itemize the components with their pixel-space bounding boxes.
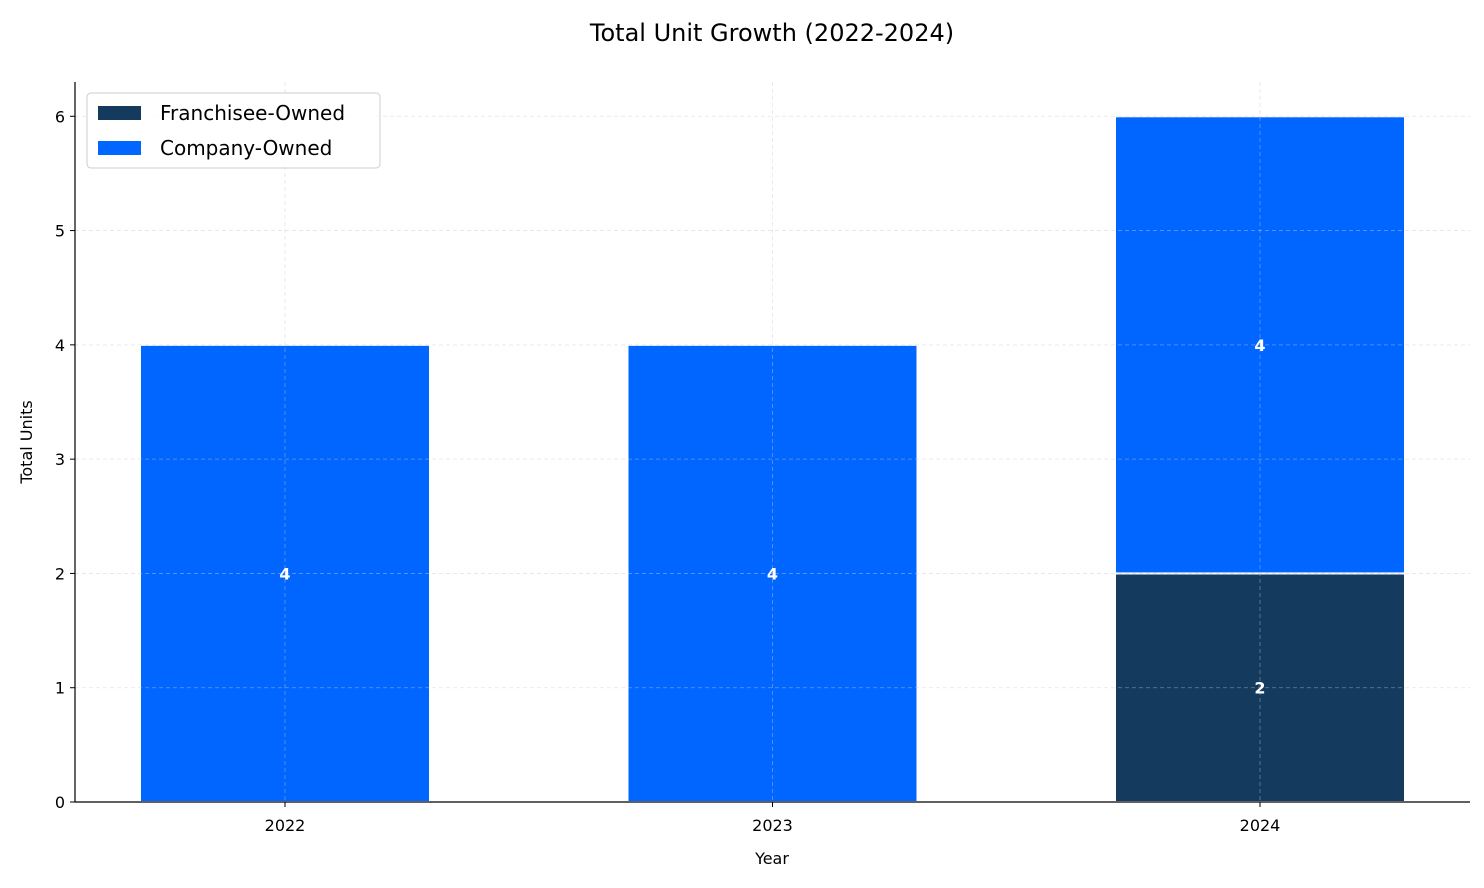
data-label: 4 xyxy=(279,564,290,583)
data-label: 4 xyxy=(1254,336,1265,355)
x-tick-label: 2024 xyxy=(1240,816,1281,835)
x-axis-label: Year xyxy=(754,849,789,868)
legend-box xyxy=(86,92,381,169)
legend-label: Franchisee-Owned xyxy=(160,101,345,125)
y-tick-label: 0 xyxy=(55,793,65,812)
y-axis-label: Total Units xyxy=(17,400,36,484)
y-tick-label: 4 xyxy=(55,336,65,355)
x-tick-label: 2023 xyxy=(752,816,793,835)
x-tick-label: 2022 xyxy=(265,816,306,835)
legend-swatch xyxy=(98,106,141,120)
legend-label: Company-Owned xyxy=(160,136,332,160)
y-tick-label: 3 xyxy=(55,450,65,469)
legend: Franchisee-Owned Company-Owned xyxy=(86,92,381,169)
data-label: 2 xyxy=(1254,679,1265,698)
y-tick-label: 5 xyxy=(55,222,65,241)
chart-title: Total Unit Growth (2022-2024) xyxy=(589,19,954,47)
y-tick-label: 1 xyxy=(55,679,65,698)
y-tick-label: 6 xyxy=(55,107,65,126)
y-tick-label: 2 xyxy=(55,564,65,583)
legend-swatch xyxy=(98,141,141,155)
data-label: 4 xyxy=(767,564,778,583)
